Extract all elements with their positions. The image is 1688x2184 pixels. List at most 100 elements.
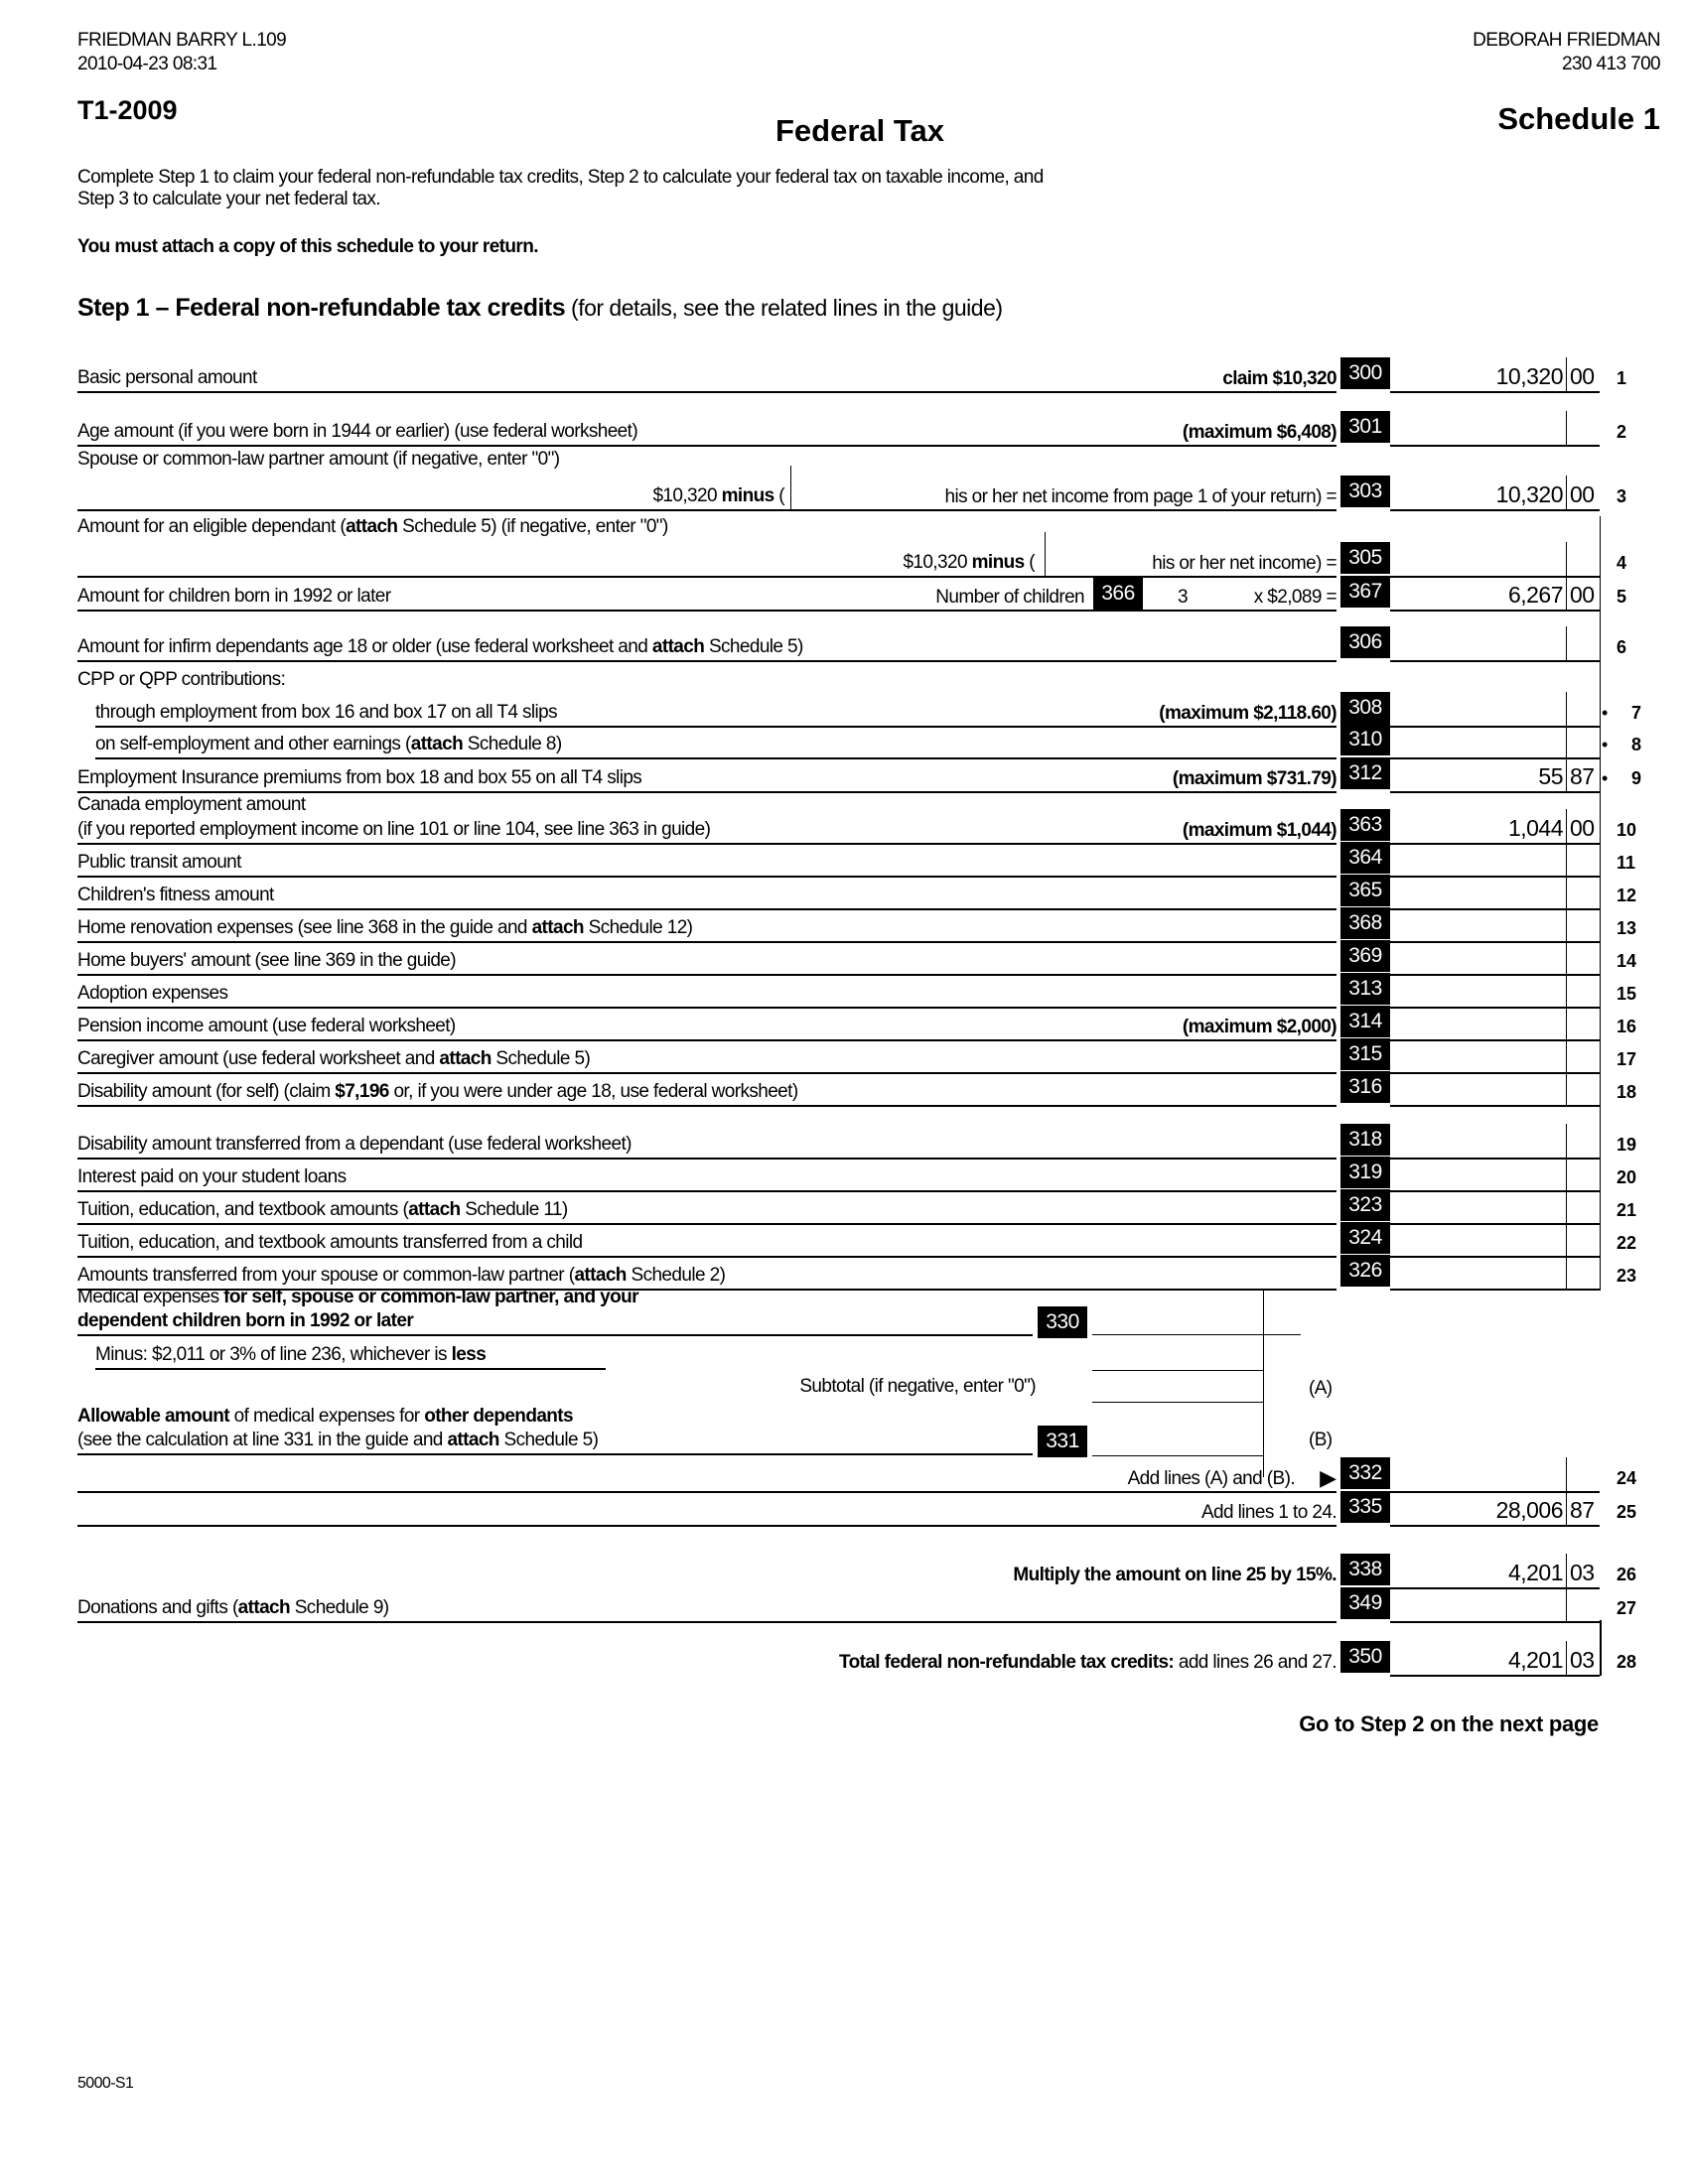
allowable-label-1: Allowable amount of medical expenses for…: [77, 1406, 574, 1428]
cents-divider: [1566, 692, 1567, 728]
line-underline: [77, 1190, 1336, 1192]
amount-field-15[interactable]: [1390, 973, 1600, 1009]
amount-field-6[interactable]: [1390, 626, 1600, 662]
amount-field-28[interactable]: [1390, 1641, 1600, 1677]
amount-field-23[interactable]: [1390, 1255, 1600, 1291]
text-segment: (maximum $2,118.60): [1159, 703, 1336, 724]
amount-field-10[interactable]: [1390, 809, 1600, 845]
amount-field-22[interactable]: [1390, 1222, 1600, 1258]
amount-cents: 87: [1570, 1497, 1595, 1523]
amount-field-13[interactable]: [1390, 907, 1600, 943]
line-number: 17: [1617, 1049, 1637, 1069]
form-line-h10: Canada employment amount: [0, 784, 1688, 820]
line-code-335: 335: [1340, 1491, 1390, 1523]
amount-cents: 00: [1570, 481, 1595, 507]
text-segment: Spouse or common-law partner amount (if …: [77, 449, 560, 470]
mark-a: (A): [1309, 1378, 1333, 1399]
text-segment: (: [774, 485, 784, 506]
amount-field-21[interactable]: [1390, 1189, 1600, 1225]
line-underline: [77, 908, 1336, 910]
cents-divider: [1566, 842, 1567, 878]
amount-field-12[interactable]: [1390, 875, 1600, 910]
amount-field-underline: [1390, 1675, 1600, 1677]
amount-field-11[interactable]: [1390, 842, 1600, 878]
amount-field-underline: [1390, 1491, 1600, 1493]
line-number: 18: [1617, 1082, 1637, 1102]
text-segment: (maximum $6,408): [1182, 422, 1337, 443]
form-line-10: (if you reported employment income on li…: [0, 809, 1688, 845]
text-segment: Add lines 1 to 24.: [1200, 1502, 1337, 1523]
children-multiplier: x $2,089 =: [1253, 587, 1337, 608]
line-label: (if you reported employment income on li…: [77, 819, 711, 841]
text-segment: attach: [237, 1597, 291, 1618]
amount-dollars: 28,006: [1495, 1497, 1564, 1523]
text-segment: Tuition, education, and textbook amounts…: [77, 1232, 583, 1253]
amount-field-underline: [1390, 509, 1600, 511]
line-number: 7: [1631, 703, 1642, 723]
text-segment: Home renovation expenses (see line 368 i…: [77, 917, 532, 938]
amount-field-20[interactable]: [1390, 1157, 1600, 1192]
amount-field-27[interactable]: [1390, 1587, 1600, 1623]
line-code-301: 301: [1340, 411, 1390, 443]
amount-field-18[interactable]: [1390, 1071, 1600, 1107]
line-code-306: 306: [1340, 626, 1390, 658]
line-label: Age amount (if you were born in 1944 or …: [77, 421, 638, 443]
amount-cents: 00: [1570, 363, 1595, 389]
line-label: Spouse or common-law partner amount (if …: [77, 449, 560, 471]
text-segment: Schedule 8): [463, 734, 562, 754]
medical-label-1b: for self, spouse or common-law partner, …: [223, 1287, 638, 1307]
amount-dollars: 55: [1538, 763, 1563, 789]
text-segment: Home buyers' amount (see line 369 in the…: [77, 950, 457, 971]
text-segment: CPP or QPP contributions:: [77, 669, 286, 690]
next-step-note: Go to Step 2 on the next page: [1299, 1711, 1599, 1736]
line-number: 4: [1617, 553, 1627, 573]
amount-field-24[interactable]: [1390, 1457, 1600, 1493]
amount-field-17[interactable]: [1390, 1038, 1600, 1074]
line-number: 3: [1617, 486, 1627, 506]
amount-dollars: 1,044: [1507, 815, 1564, 841]
line-code-350: 350: [1340, 1641, 1390, 1673]
allowable-c: other dependants: [424, 1406, 573, 1427]
line-underline: [77, 1223, 1336, 1225]
arrow-right-icon: ▶: [1320, 1465, 1336, 1490]
line-number: 28: [1617, 1652, 1637, 1672]
amount-field-26[interactable]: [1390, 1554, 1600, 1589]
amount-field-19[interactable]: [1390, 1124, 1600, 1160]
amount-field-underline: [1390, 1289, 1600, 1291]
text-segment: Schedule 9): [290, 1597, 389, 1618]
line-label: Disability amount (for self) (claim $7,1…: [77, 1081, 798, 1103]
text-segment: attach: [346, 516, 398, 537]
cents-divider: [1566, 1457, 1567, 1493]
line-code-305: 305: [1340, 542, 1390, 574]
form-line-17: Caregiver amount (use federal worksheet …: [0, 1038, 1688, 1074]
input-minus[interactable]: [1092, 1370, 1263, 1371]
amount-field-underline: [1390, 1587, 1600, 1589]
line-label: Children's fitness amount: [77, 885, 274, 906]
text-segment: Amount for infirm dependants age 18 or o…: [77, 636, 652, 657]
mark-b: (B): [1309, 1430, 1333, 1450]
form-line-3: $10,320 minus (his or her net income fro…: [0, 466, 1688, 511]
text-segment: Age amount (if you were born in 1944 or …: [77, 421, 638, 442]
amount-field-7[interactable]: [1390, 692, 1600, 728]
minus-expression: $10,320 minus (: [903, 552, 1035, 574]
children-count[interactable]: 3: [1178, 587, 1189, 608]
input-330[interactable]: [1092, 1334, 1301, 1335]
allowable-b: of medical expenses for: [228, 1406, 425, 1427]
form-line-22: Tuition, education, and textbook amounts…: [0, 1222, 1688, 1258]
amount-field-14[interactable]: [1390, 940, 1600, 976]
amount-field-25[interactable]: [1390, 1491, 1600, 1527]
amount-field-4[interactable]: [1390, 542, 1600, 578]
amount-field-underline: [1390, 1039, 1600, 1041]
line-underline: [77, 1491, 1336, 1493]
amount-field-underline: [1390, 908, 1600, 910]
amount-field-underline: [1390, 757, 1600, 759]
input-331[interactable]: [1092, 1455, 1263, 1456]
input-subtotal[interactable]: [1092, 1402, 1263, 1403]
amount-field-5[interactable]: [1390, 576, 1600, 612]
amount-field-8[interactable]: [1390, 724, 1600, 759]
text-segment: Basic personal amount: [77, 367, 257, 388]
amount-field-1[interactable]: [1390, 357, 1600, 393]
amount-field-16[interactable]: [1390, 1006, 1600, 1041]
text-segment: Donations and gifts (: [77, 1597, 238, 1618]
text-segment: (maximum $1,044): [1182, 820, 1337, 841]
